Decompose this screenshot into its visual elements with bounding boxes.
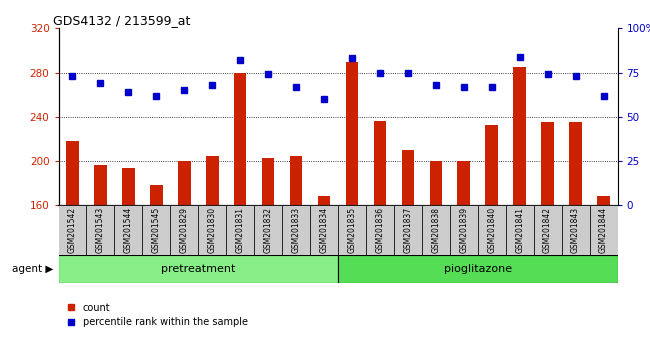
Text: GSM201841: GSM201841 (515, 207, 524, 253)
Bar (506, 205, 534, 255)
Bar (170, 205, 198, 255)
Bar (338, 255, 618, 283)
Text: GSM201842: GSM201842 (543, 207, 552, 253)
Text: GSM201833: GSM201833 (292, 207, 300, 253)
Bar (534, 205, 562, 255)
Bar (430, 161, 442, 205)
Bar (150, 185, 162, 205)
Bar (122, 168, 135, 205)
Bar (86, 205, 114, 255)
Text: pioglitazone: pioglitazone (444, 264, 512, 274)
Bar (254, 205, 282, 255)
Text: GSM201836: GSM201836 (376, 207, 384, 253)
Legend: count, percentile rank within the sample: count, percentile rank within the sample (63, 299, 252, 331)
Text: GSM201835: GSM201835 (348, 207, 356, 253)
Bar (366, 205, 394, 255)
Text: GSM201545: GSM201545 (152, 207, 161, 253)
Bar (394, 205, 422, 255)
Text: pretreatment: pretreatment (161, 264, 235, 274)
Bar (198, 205, 226, 255)
Text: GSM201844: GSM201844 (599, 207, 608, 253)
Bar (178, 161, 190, 205)
Bar (514, 67, 526, 205)
Bar (338, 205, 366, 255)
Bar (66, 141, 79, 205)
Text: GSM201832: GSM201832 (264, 207, 272, 253)
Bar (486, 125, 498, 205)
Text: GSM201829: GSM201829 (180, 207, 188, 253)
Text: agent ▶: agent ▶ (12, 264, 53, 274)
Bar (290, 155, 302, 205)
Bar (234, 73, 246, 205)
Bar (402, 150, 414, 205)
Bar (310, 205, 338, 255)
Bar (226, 205, 254, 255)
Text: GSM201837: GSM201837 (404, 207, 412, 253)
Bar (114, 205, 142, 255)
Bar (318, 196, 330, 205)
Bar (58, 205, 86, 255)
Bar (58, 255, 338, 283)
Text: GSM201838: GSM201838 (432, 207, 440, 253)
Text: GSM201830: GSM201830 (208, 207, 216, 253)
Bar (142, 205, 170, 255)
Bar (262, 158, 274, 205)
Text: GSM201839: GSM201839 (460, 207, 468, 253)
Bar (562, 205, 590, 255)
Bar (458, 161, 470, 205)
Text: GSM201834: GSM201834 (320, 207, 328, 253)
Bar (282, 205, 310, 255)
Text: GDS4132 / 213599_at: GDS4132 / 213599_at (53, 14, 190, 27)
Text: GSM201543: GSM201543 (96, 207, 105, 253)
Bar (206, 155, 218, 205)
Text: GSM201831: GSM201831 (236, 207, 244, 253)
Bar (450, 205, 478, 255)
Bar (541, 122, 554, 205)
Bar (569, 122, 582, 205)
Bar (597, 196, 610, 205)
Bar (422, 205, 450, 255)
Bar (346, 62, 358, 205)
Bar (478, 205, 506, 255)
Text: GSM201843: GSM201843 (571, 207, 580, 253)
Text: GSM201544: GSM201544 (124, 207, 133, 253)
Text: GSM201542: GSM201542 (68, 207, 77, 253)
Bar (590, 205, 618, 255)
Text: GSM201840: GSM201840 (488, 207, 496, 253)
Bar (374, 121, 386, 205)
Bar (94, 166, 107, 205)
